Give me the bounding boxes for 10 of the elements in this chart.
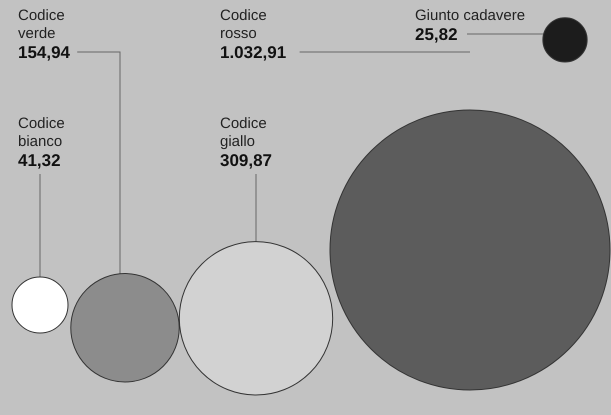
data-label: 154,94 (18, 43, 71, 62)
data-label: 309,87 (220, 151, 272, 170)
category-label: Giunto cadavere (415, 7, 526, 24)
category-label: Codice rosso (220, 7, 267, 42)
category-label: Codice bianco (18, 115, 65, 150)
data-label: 41,32 (18, 151, 61, 170)
category-label: Codice verde (18, 7, 65, 42)
data-label: 25,82 (415, 25, 458, 44)
data-label: 1.032,91 (220, 43, 286, 62)
category-label: Codice giallo (220, 115, 267, 150)
